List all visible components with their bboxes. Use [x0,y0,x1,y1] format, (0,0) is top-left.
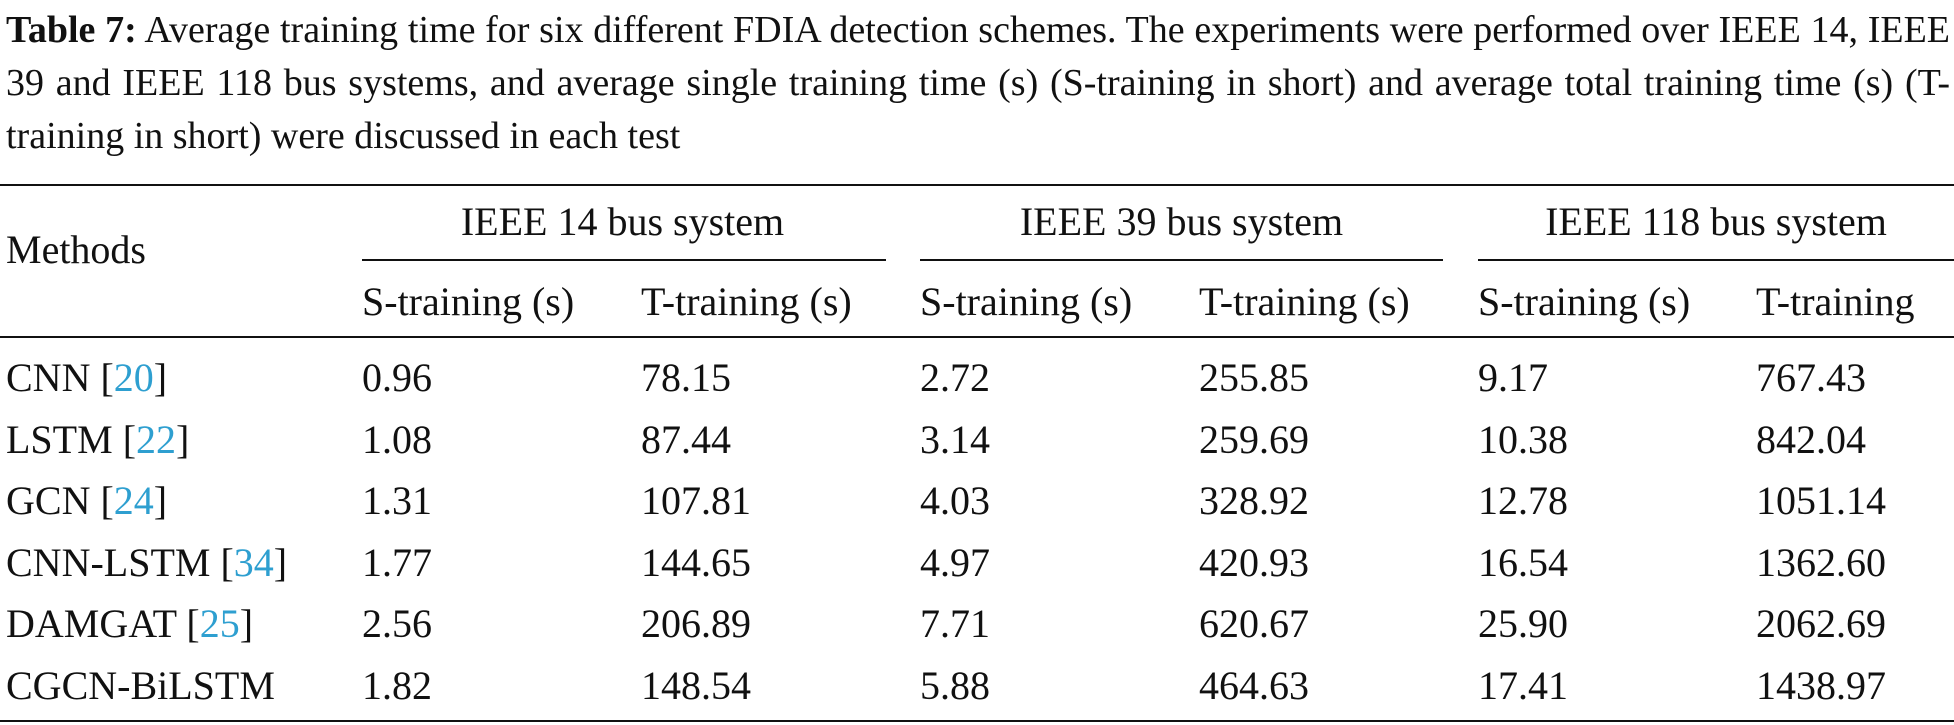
table-cell: 4.03 [920,478,990,523]
table-row-method: GCN [24] [6,478,168,523]
table-cell: 620.67 [1199,601,1309,646]
table-cell: 2062.69 [1756,601,1886,646]
table-cell: 1438.97 [1756,663,1886,708]
table-cell: 767.43 [1756,355,1866,400]
group-header-ieee-14: IEEE 14 bus system [460,199,785,244]
subheader-s-training-39: S-training (s) [920,279,1133,324]
subheader-t-training-14: T-training (s) [641,279,852,324]
table-caption: Table 7: Average training time for six d… [6,4,1950,163]
top-rule [0,184,1954,186]
method-name: DAMGAT [6,601,177,646]
table-cell: 1.82 [362,663,432,708]
group-underline-ieee-118 [1478,259,1954,261]
header-rule [0,336,1954,338]
table-cell: 842.04 [1756,417,1866,462]
table-cell: 10.38 [1478,417,1568,462]
subheader-s-training-14: S-training (s) [362,279,575,324]
table-row-method: DAMGAT [25] [6,601,254,646]
caption-label: Table 7: [6,9,137,51]
table-row-method: CNN [20] [6,355,168,400]
table-cell: 78.15 [641,355,731,400]
table-cell: 4.97 [920,540,990,585]
table-row-method: LSTM [22] [6,417,190,462]
table-cell: 206.89 [641,601,751,646]
table-cell: 148.54 [641,663,751,708]
table-cell: 5.88 [920,663,990,708]
bottom-rule [0,720,1954,722]
table-cell: 2.72 [920,355,990,400]
group-header-ieee-39: IEEE 39 bus system [1019,199,1344,244]
table-cell: 144.65 [641,540,751,585]
table-cell: 87.44 [641,417,731,462]
table-cell: 17.41 [1478,663,1568,708]
table-cell: 16.54 [1478,540,1568,585]
table-cell: 2.56 [362,601,432,646]
table-cell: 1362.60 [1756,540,1886,585]
table-cell: 0.96 [362,355,432,400]
table-row-method: CGCN-BiLSTM [6,662,275,710]
citation-link[interactable]: 34 [233,540,274,585]
table-cell: 328.92 [1199,478,1309,523]
method-name: CNN [6,355,91,400]
table-cell: 259.69 [1199,417,1309,462]
group-header-ieee-118: IEEE 118 bus system [1545,199,1887,244]
method-name: LSTM [6,417,113,462]
table-cell: 1.31 [362,478,432,523]
method-name: CNN-LSTM [6,540,211,585]
subheader-s-training-118: S-training (s) [1478,279,1691,324]
group-underline-ieee-39 [920,259,1443,261]
table-cell: 1051.14 [1756,478,1886,523]
caption-text: Average training time for six different … [6,9,1950,157]
method-name: GCN [6,478,91,523]
table-cell: 255.85 [1199,355,1309,400]
methods-header: Methods [6,227,146,272]
table-cell: 3.14 [920,417,990,462]
citation-link[interactable]: 22 [136,417,177,462]
method-name: CGCN-BiLSTM [6,663,275,708]
subheader-t-training-39: T-training (s) [1199,279,1410,324]
table-cell: 7.71 [920,601,990,646]
table-cell: 25.90 [1478,601,1568,646]
table-cell: 1.08 [362,417,432,462]
table-cell: 1.77 [362,540,432,585]
citation-link[interactable]: 20 [113,355,154,400]
table-row-method: CNN-LSTM [34] [6,540,288,585]
table-cell: 107.81 [641,478,751,523]
table-cell: 12.78 [1478,478,1568,523]
table-cell: 420.93 [1199,540,1309,585]
citation-link[interactable]: 24 [113,478,154,523]
group-underline-ieee-14 [362,259,886,261]
table-cell: 9.17 [1478,355,1548,400]
table-cell: 464.63 [1199,663,1309,708]
subheader-t-training-118: T-training [1756,279,1915,324]
citation-link[interactable]: 25 [199,601,240,646]
